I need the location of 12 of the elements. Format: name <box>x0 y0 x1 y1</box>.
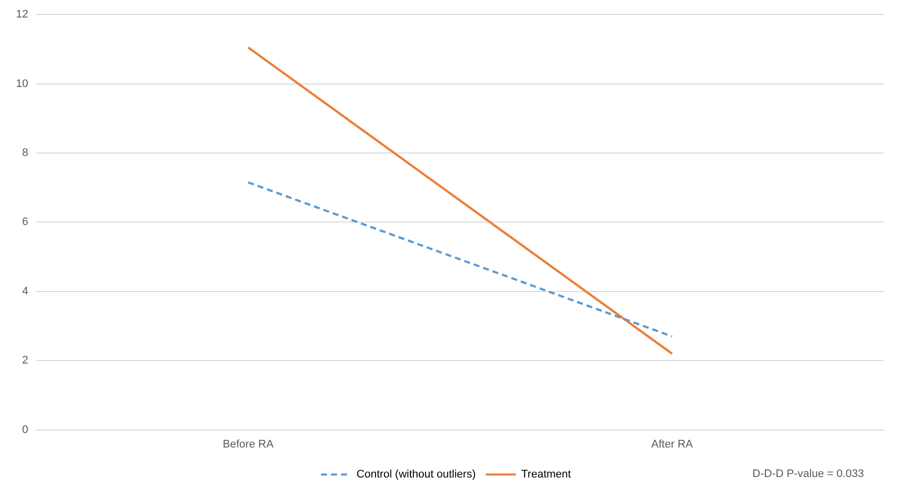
x-tick-label: Before RA <box>222 438 274 450</box>
legend-label: Treatment <box>521 468 571 481</box>
legend-label: Control (without outliers) <box>356 468 476 481</box>
text: D-D-D P-value = 0.033 <box>752 468 864 480</box>
y-tick-label: 10 <box>16 78 28 90</box>
y-tick-label: 4 <box>22 285 28 298</box>
x-tick-label: After RA <box>651 438 694 450</box>
y-tick-label: 0 <box>22 424 28 436</box>
y-tick-label: 12 <box>16 8 28 21</box>
y-tick-label: 2 <box>22 354 28 367</box>
y-tick-label: 6 <box>22 216 28 228</box>
y-tick-label: 8 <box>22 147 28 160</box>
